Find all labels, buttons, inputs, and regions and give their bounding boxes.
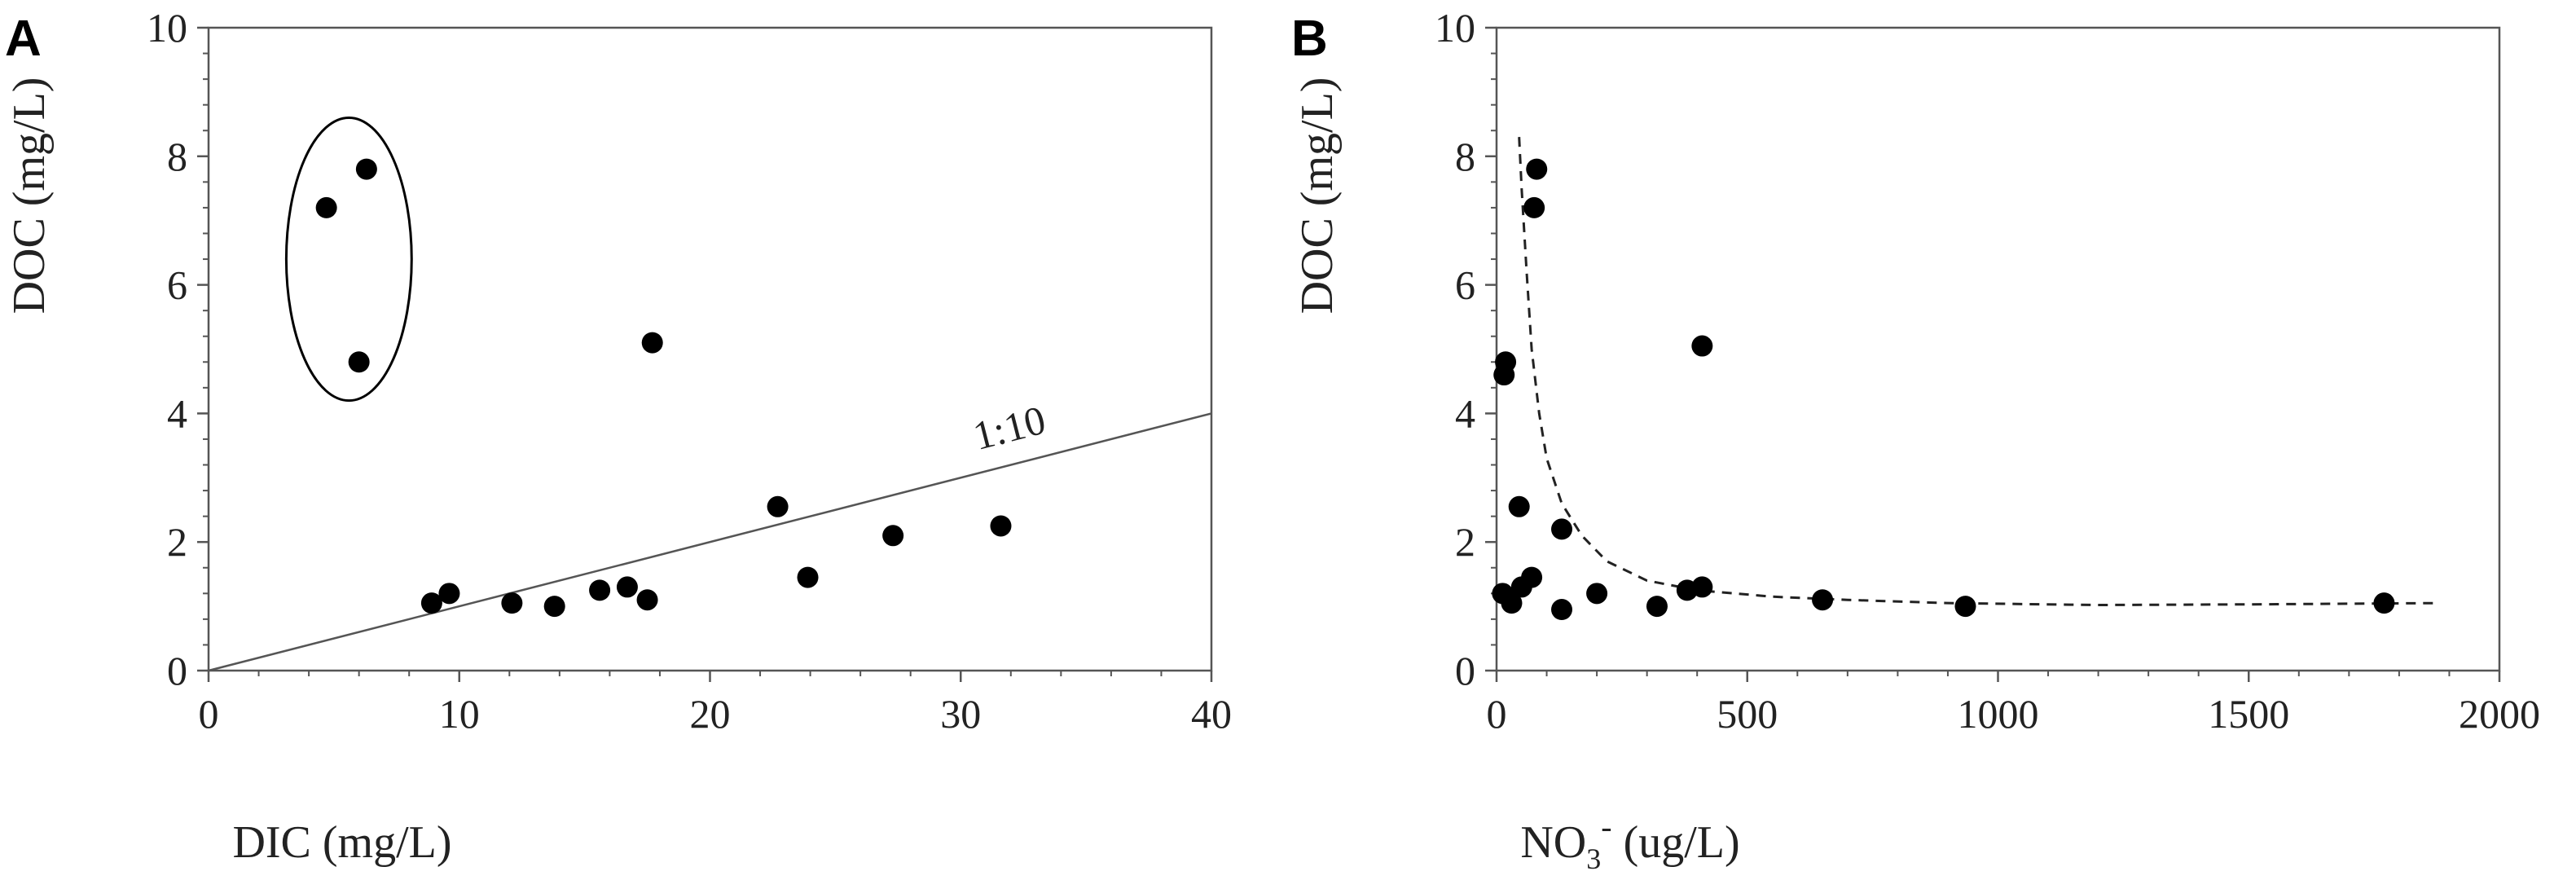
data-point — [543, 596, 565, 618]
data-point — [589, 579, 611, 601]
x-tick-label: 500 — [1717, 691, 1778, 737]
reference-line-1-10 — [208, 412, 1212, 672]
x-tick-label: 0 — [199, 691, 219, 737]
data-point — [616, 576, 638, 598]
data-point — [420, 592, 442, 614]
x-axis-label-b-sub: 3 — [1586, 843, 1601, 875]
data-point — [636, 589, 658, 611]
y-tick-label: 2 — [1455, 519, 1475, 565]
data-point — [2373, 592, 2395, 614]
reference-line-label: 1:10 — [969, 397, 1050, 459]
data-point — [315, 196, 337, 218]
data-point — [882, 525, 904, 547]
data-point — [1508, 495, 1530, 517]
data-point — [641, 332, 663, 354]
data-point — [501, 592, 523, 614]
y-tick-label: 4 — [1455, 390, 1475, 436]
data-point — [348, 351, 370, 373]
x-axis-label-a: DIC (mg/L) — [232, 817, 451, 868]
y-tick-label: 8 — [167, 134, 187, 179]
x-axis-label-b: NO3- (ug/L) — [1520, 808, 1739, 875]
data-points-b — [1492, 158, 2395, 621]
tick-marks-a — [197, 26, 1213, 682]
x-tick-label: 10 — [439, 691, 480, 737]
data-points-a — [315, 158, 1012, 618]
data-point — [1551, 599, 1573, 621]
data-point — [797, 566, 819, 588]
y-tick-label: 0 — [167, 648, 187, 693]
panel-a: A 0 2 4 6 8 10 0 10 20 30 40 1:10 DIC (mg/L) DOC … — [4, 5, 1233, 868]
data-point — [1954, 596, 1976, 618]
panel-label-b: B — [1291, 11, 1328, 67]
tick-marks-b — [1485, 26, 2501, 682]
x-tick-labels-b: 0 500 1000 1500 2000 — [1487, 691, 2541, 737]
y-tick-label: 10 — [147, 5, 187, 51]
y-tick-label: 4 — [167, 390, 187, 436]
x-axis-label-b-sup: - — [1601, 808, 1611, 845]
y-tick-label: 2 — [167, 519, 187, 565]
plot-frame-b — [1495, 26, 2501, 672]
data-point — [767, 495, 789, 517]
data-point — [1501, 592, 1523, 614]
x-tick-label: 1500 — [2208, 691, 2289, 737]
x-tick-label: 2000 — [2459, 691, 2540, 737]
panel-label-a: A — [5, 11, 42, 67]
x-tick-label: 0 — [1487, 691, 1507, 737]
x-axis-label-b-main: NO — [1520, 817, 1586, 868]
data-point — [1526, 158, 1548, 180]
chart-a: A 0 2 4 6 8 10 0 10 20 30 40 1:10 DIC (mg/L) DOC … — [4, 5, 1233, 868]
y-tick-label: 8 — [1455, 134, 1475, 179]
data-point — [1691, 335, 1713, 357]
y-axis-label-b: DOC (mg/L) — [1292, 77, 1343, 315]
data-point — [1493, 364, 1515, 386]
data-point — [1586, 583, 1608, 605]
y-axis-label-a: DOC (mg/L) — [4, 77, 55, 315]
x-tick-label: 1000 — [1958, 691, 2039, 737]
plot-frame-a — [207, 26, 1213, 672]
y-tick-label: 6 — [167, 262, 187, 308]
data-point — [1812, 589, 1834, 611]
x-tick-label: 40 — [1191, 691, 1232, 737]
panel-b: B 0 2 4 6 8 10 0 500 1000 1500 2000 NO3- (ug/L) D… — [1288, 0, 2576, 880]
x-tick-labels-a: 0 10 20 30 40 — [199, 691, 1233, 737]
y-tick-label: 10 — [1435, 5, 1475, 51]
data-point — [438, 583, 460, 605]
x-tick-label: 20 — [690, 691, 731, 737]
data-point — [1521, 566, 1543, 588]
x-axis-label-b-rest: (ug/L) — [1612, 817, 1740, 868]
data-point — [355, 158, 377, 180]
x-tick-label: 30 — [940, 691, 981, 737]
y-tick-labels-a: 0 2 4 6 8 10 — [147, 5, 187, 693]
data-point — [1523, 196, 1545, 218]
data-point — [1691, 576, 1713, 598]
y-tick-labels-b: 0 2 4 6 8 10 — [1435, 5, 1475, 693]
fit-curve-dashed — [1518, 137, 2440, 607]
y-tick-label: 6 — [1455, 262, 1475, 308]
highlight-ellipse — [284, 116, 413, 403]
data-point — [1646, 596, 1668, 618]
data-point — [1551, 518, 1573, 540]
data-point — [990, 515, 1012, 537]
y-tick-label: 0 — [1455, 648, 1475, 693]
chart-b: B 0 2 4 6 8 10 0 500 1000 1500 2000 NO3- (ug/L) D… — [1291, 5, 2541, 875]
